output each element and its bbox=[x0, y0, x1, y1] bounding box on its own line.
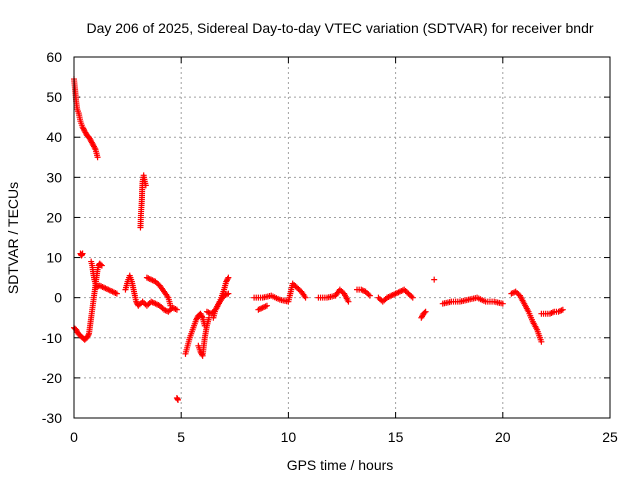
data-point bbox=[345, 298, 352, 305]
data-point bbox=[91, 144, 98, 151]
data-point bbox=[302, 294, 309, 301]
x-tick-label: 25 bbox=[602, 429, 618, 445]
data-point bbox=[225, 274, 232, 281]
data-point bbox=[167, 302, 174, 309]
data-point bbox=[142, 182, 149, 189]
data-point bbox=[198, 351, 205, 358]
data-point bbox=[85, 332, 92, 339]
y-tick-label: 60 bbox=[46, 49, 62, 65]
y-tick-label: 0 bbox=[54, 290, 62, 306]
x-tick-label: 0 bbox=[70, 429, 78, 445]
data-point bbox=[113, 290, 120, 297]
x-tick-label: 15 bbox=[388, 429, 404, 445]
data-point bbox=[499, 300, 506, 307]
data-point bbox=[366, 292, 373, 299]
data-point bbox=[422, 308, 429, 315]
data-point bbox=[559, 306, 566, 313]
data-point bbox=[174, 396, 181, 403]
x-tick-label: 10 bbox=[281, 429, 297, 445]
y-tick-label: -30 bbox=[42, 410, 62, 426]
x-axis-label: GPS time / hours bbox=[287, 457, 394, 473]
y-tick-label: 20 bbox=[46, 209, 62, 225]
data-point bbox=[198, 313, 205, 320]
data-point bbox=[97, 261, 104, 268]
data-point bbox=[431, 276, 438, 283]
data-point bbox=[173, 306, 180, 313]
x-tick-label: 5 bbox=[177, 429, 185, 445]
data-point bbox=[421, 309, 428, 316]
data-points bbox=[71, 76, 566, 403]
y-tick-label: -20 bbox=[42, 370, 62, 386]
x-tick-label: 20 bbox=[495, 429, 511, 445]
data-point bbox=[225, 290, 232, 297]
data-point bbox=[79, 250, 86, 257]
y-tick-label: 50 bbox=[46, 89, 62, 105]
data-point bbox=[94, 154, 101, 161]
y-tick-label: 40 bbox=[46, 129, 62, 145]
data-point bbox=[98, 262, 105, 269]
y-tick-label: 10 bbox=[46, 250, 62, 266]
data-point bbox=[409, 294, 416, 301]
plot-frame bbox=[73, 56, 611, 419]
data-point bbox=[263, 302, 270, 309]
data-point bbox=[224, 275, 231, 282]
y-tick-label: 30 bbox=[46, 169, 62, 185]
data-point bbox=[538, 338, 545, 345]
y-axis-label: SDTVAR / TECUs bbox=[5, 182, 21, 294]
chart-title: Day 206 of 2025, Sidereal Day-to-day VTE… bbox=[86, 20, 593, 36]
y-tick-label: -10 bbox=[42, 330, 62, 346]
